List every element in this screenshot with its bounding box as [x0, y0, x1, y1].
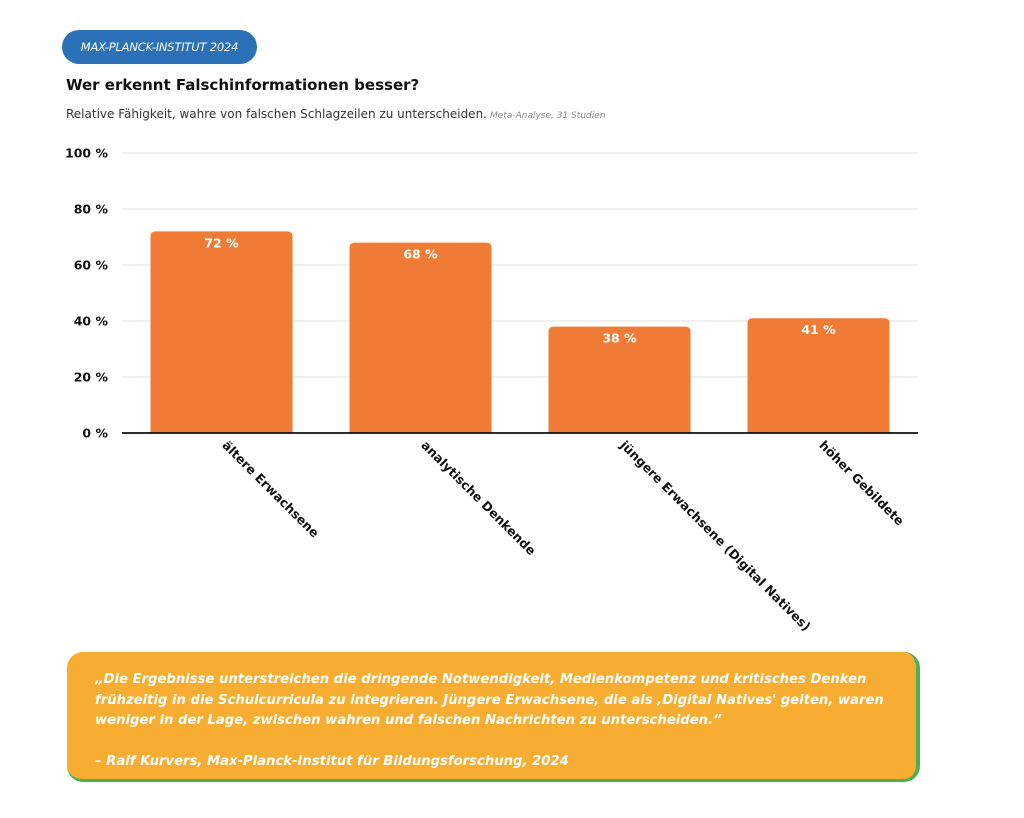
subtitle-text: Relative Fähigkeit, wahre von falschen S… [66, 107, 487, 121]
chart-title: Wer erkennt Falschinformationen besser? [66, 76, 420, 94]
y-tick-label: 40 % [74, 314, 109, 329]
y-tick-label: 0 % [82, 426, 108, 441]
source-badge: MAX-PLANCK-INSTITUT 2024 [62, 30, 257, 64]
y-tick-label: 60 % [74, 258, 109, 273]
quote-box: „Die Ergebnisse unterstreichen die dring… [67, 652, 920, 782]
bar-value-label: 72 % [204, 235, 239, 250]
bar-chart: 0 % 20 % 40 % 60 % 80 % 100 % 72 % 68 % 38 % 41 … [65, 146, 918, 634]
bar [349, 242, 492, 433]
y-axis-ticks: 0 % 20 % 40 % 60 % 80 % 100 % [65, 146, 108, 441]
quote-author: – Ralf Kurvers, Max-Planck-Institut für … [95, 753, 569, 769]
value-labels: 72 % 68 % 38 % 41 % [204, 235, 836, 345]
y-tick-label: 80 % [74, 202, 109, 217]
bar [150, 231, 293, 433]
quote-text: „Die Ergebnisse unterstreichen die dring… [95, 672, 884, 728]
bar [548, 326, 691, 433]
subtitle-note: Meta-Analyse, 31 Studien [489, 111, 606, 121]
x-category-label: analytische Denkende [418, 438, 539, 559]
x-axis-categories: ältere Erwachsene analytische Denkende jün… [219, 437, 907, 634]
bars [150, 231, 890, 433]
bar-value-label: 38 % [602, 331, 637, 346]
y-tick-label: 100 % [65, 146, 108, 161]
y-tick-label: 20 % [74, 370, 109, 385]
x-category-label: höher Gebildete [816, 438, 907, 529]
x-category-label: ältere Erwachsene [219, 438, 322, 541]
chart-subtitle: Relative Fähigkeit, wahre von falschen S… [66, 107, 605, 121]
bar [747, 318, 890, 433]
bar-value-label: 41 % [801, 322, 836, 337]
bar-value-label: 68 % [403, 247, 438, 262]
x-category-label: jüngere Erwachsene (Digital Natives) [617, 437, 814, 634]
